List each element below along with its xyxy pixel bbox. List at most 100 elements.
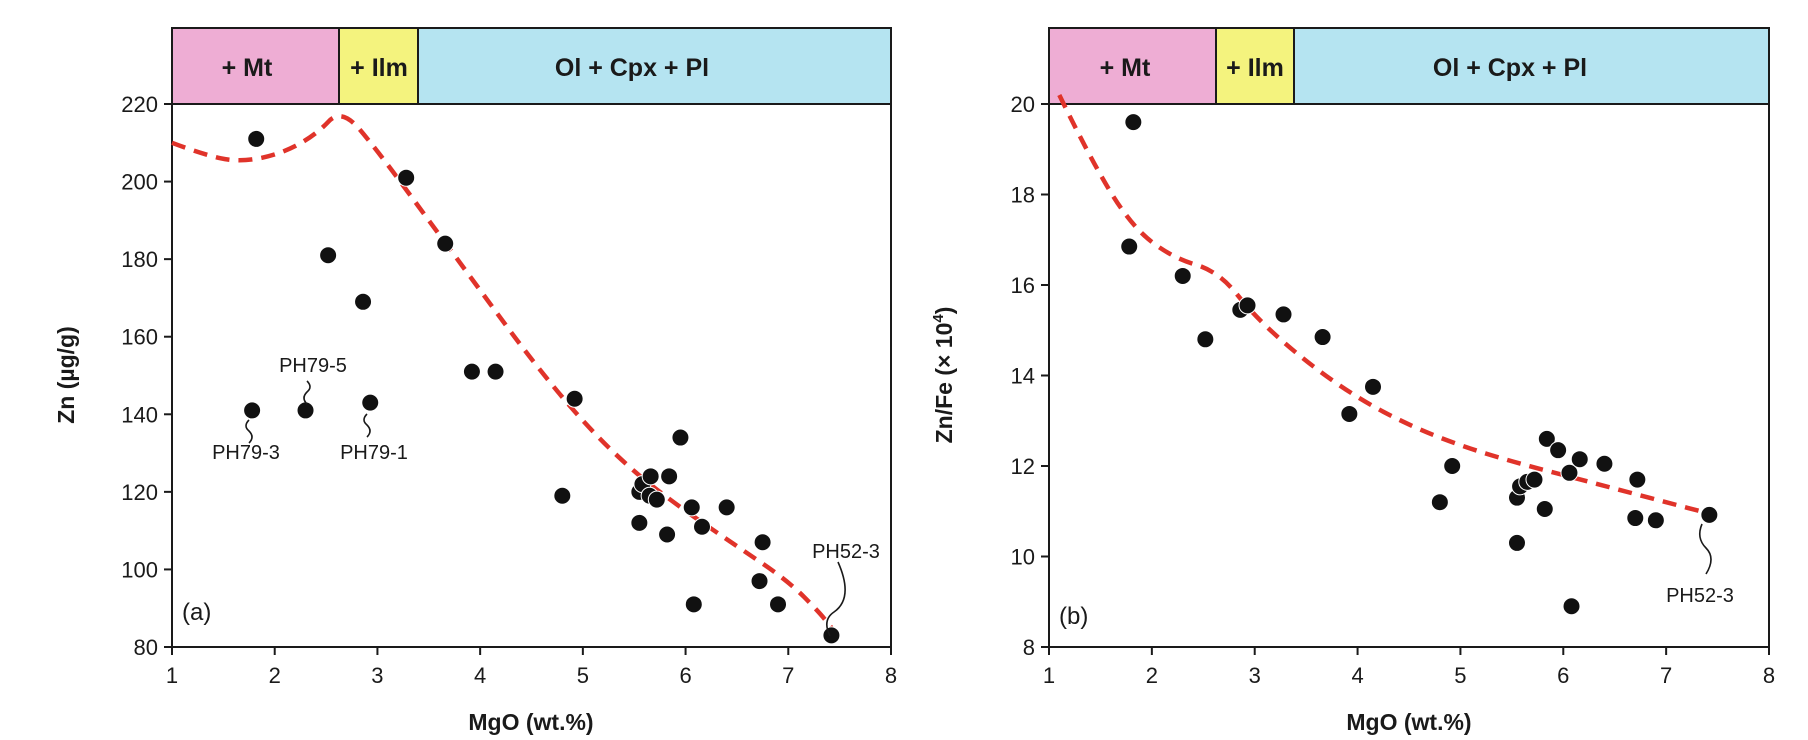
x-tick-label: 4 xyxy=(474,663,486,688)
data-point xyxy=(1238,296,1257,315)
y-tick-label: 80 xyxy=(134,635,158,660)
panel-b-x-axis-title: MgO (wt.%) xyxy=(1346,709,1471,735)
data-point xyxy=(1646,511,1665,530)
panel-b-label: (b) xyxy=(1059,603,1088,630)
data-point xyxy=(1313,328,1332,347)
x-tick-label: 8 xyxy=(1763,663,1775,688)
data-point xyxy=(684,595,703,614)
data-point xyxy=(750,572,769,591)
ol-cpx-pl-band xyxy=(1293,27,1770,105)
data-point xyxy=(693,517,712,536)
panel-b-phase-bands: + Mt + Ilm Ol + Cpx + Pl xyxy=(1048,27,1770,105)
y-tick-label: 12 xyxy=(1011,454,1035,479)
x-tick-label: 7 xyxy=(1660,663,1672,688)
y-tick-label: 160 xyxy=(121,325,158,350)
data-point xyxy=(1443,457,1462,475)
data-point xyxy=(1628,470,1647,489)
y-tick-label: 180 xyxy=(121,247,158,272)
ol-cpx-pl-band-label: Ol + Cpx + Pl xyxy=(1433,54,1587,82)
panel-b-y-axis-title-main: Zn/Fe (× 10 xyxy=(931,323,957,444)
y-tick-label: 8 xyxy=(1023,635,1035,660)
y-tick-label: 200 xyxy=(121,170,158,195)
y-tick-label: 20 xyxy=(1011,92,1035,117)
x-tick-label: 6 xyxy=(679,663,691,688)
panel-a-trend-curve xyxy=(171,113,834,629)
ilm-band-label: + Ilm xyxy=(1226,54,1284,82)
panel-b-y-axis-title: Zn/Fe (× 104) xyxy=(930,307,957,444)
panel-b-trend-curve xyxy=(1057,94,1710,516)
data-point xyxy=(1570,450,1589,469)
panel-a-y-ticks: 80 100 120 140 160 180 200 220 xyxy=(121,92,172,660)
panel-b-y-axis-title-exponent: 4 xyxy=(930,314,947,323)
x-tick-label: 2 xyxy=(269,663,281,688)
data-point xyxy=(361,393,380,412)
y-tick-label: 120 xyxy=(121,480,158,505)
data-point xyxy=(647,490,666,509)
x-tick-label: 3 xyxy=(371,663,383,688)
y-tick-label: 14 xyxy=(1011,364,1035,389)
ol-cpx-pl-band-label: Ol + Cpx + Pl xyxy=(555,54,709,82)
panel-b-y-axis-title-end: ) xyxy=(931,307,957,315)
data-point xyxy=(1364,377,1382,396)
data-point xyxy=(658,525,677,544)
panel-a-x-ticks: 1 2 3 4 5 6 7 8 xyxy=(166,647,897,688)
mt-band-label: + Mt xyxy=(222,54,273,82)
data-point xyxy=(462,362,481,381)
data-point xyxy=(1560,463,1579,482)
data-point xyxy=(1173,266,1192,285)
data-point xyxy=(753,533,772,552)
panel-a-phase-bands: + Mt + Ilm Ol + Cpx + Pl xyxy=(171,27,892,105)
y-tick-label: 18 xyxy=(1011,183,1035,208)
mt-band xyxy=(171,27,340,105)
ph52-3-label-a: PH52-3 xyxy=(812,541,880,563)
y-tick-label: 10 xyxy=(1011,545,1035,570)
x-tick-label: 1 xyxy=(166,663,178,688)
x-tick-label: 4 xyxy=(1351,663,1363,688)
panel-a-points xyxy=(243,129,841,645)
y-tick-label: 16 xyxy=(1011,273,1035,298)
data-point xyxy=(1562,597,1581,616)
data-point xyxy=(247,129,266,148)
panel-a-y-axis-title: Zn (µg/g) xyxy=(53,326,79,424)
data-point xyxy=(1525,470,1544,489)
ph79-1-leader xyxy=(363,413,371,438)
data-point xyxy=(641,467,660,486)
data-point xyxy=(1700,505,1719,524)
panel-b-x-ticks: 1 2 3 4 5 6 7 8 xyxy=(1043,647,1775,688)
ph79-5-label: PH79-5 xyxy=(279,355,347,377)
data-point xyxy=(553,486,572,505)
data-point xyxy=(243,401,262,420)
data-point xyxy=(319,246,338,265)
data-point xyxy=(630,513,649,532)
data-point xyxy=(1196,330,1215,349)
data-point xyxy=(660,467,679,486)
ilm-band xyxy=(1215,27,1295,105)
panel-b-y-ticks: 8 10 12 14 16 18 20 xyxy=(1011,92,1049,660)
ph52-3-leader-a xyxy=(826,561,846,637)
data-point xyxy=(354,292,373,311)
data-point xyxy=(1124,113,1143,132)
x-tick-label: 1 xyxy=(1043,663,1055,688)
data-point xyxy=(822,626,841,645)
panel-b-plot-frame xyxy=(1048,103,1770,648)
data-point xyxy=(565,389,584,408)
data-point xyxy=(486,362,505,381)
data-point xyxy=(397,168,416,187)
x-tick-label: 5 xyxy=(1454,663,1466,688)
panel-b-points xyxy=(1120,113,1719,616)
x-tick-label: 3 xyxy=(1249,663,1261,688)
panel-a: + Mt + Ilm Ol + Cpx + Pl 80 100 120 140 160 1… xyxy=(53,27,897,735)
x-tick-label: 8 xyxy=(885,663,897,688)
mt-band-label: + Mt xyxy=(1100,54,1151,82)
panel-a-plot-frame xyxy=(171,103,892,648)
ph79-3-leader xyxy=(245,419,253,444)
x-tick-label: 2 xyxy=(1146,663,1158,688)
data-point xyxy=(1340,404,1359,423)
data-point xyxy=(769,595,788,614)
data-point xyxy=(1508,533,1526,552)
panel-a-label: (a) xyxy=(182,599,211,626)
data-point xyxy=(1595,454,1614,473)
x-tick-label: 5 xyxy=(577,663,589,688)
